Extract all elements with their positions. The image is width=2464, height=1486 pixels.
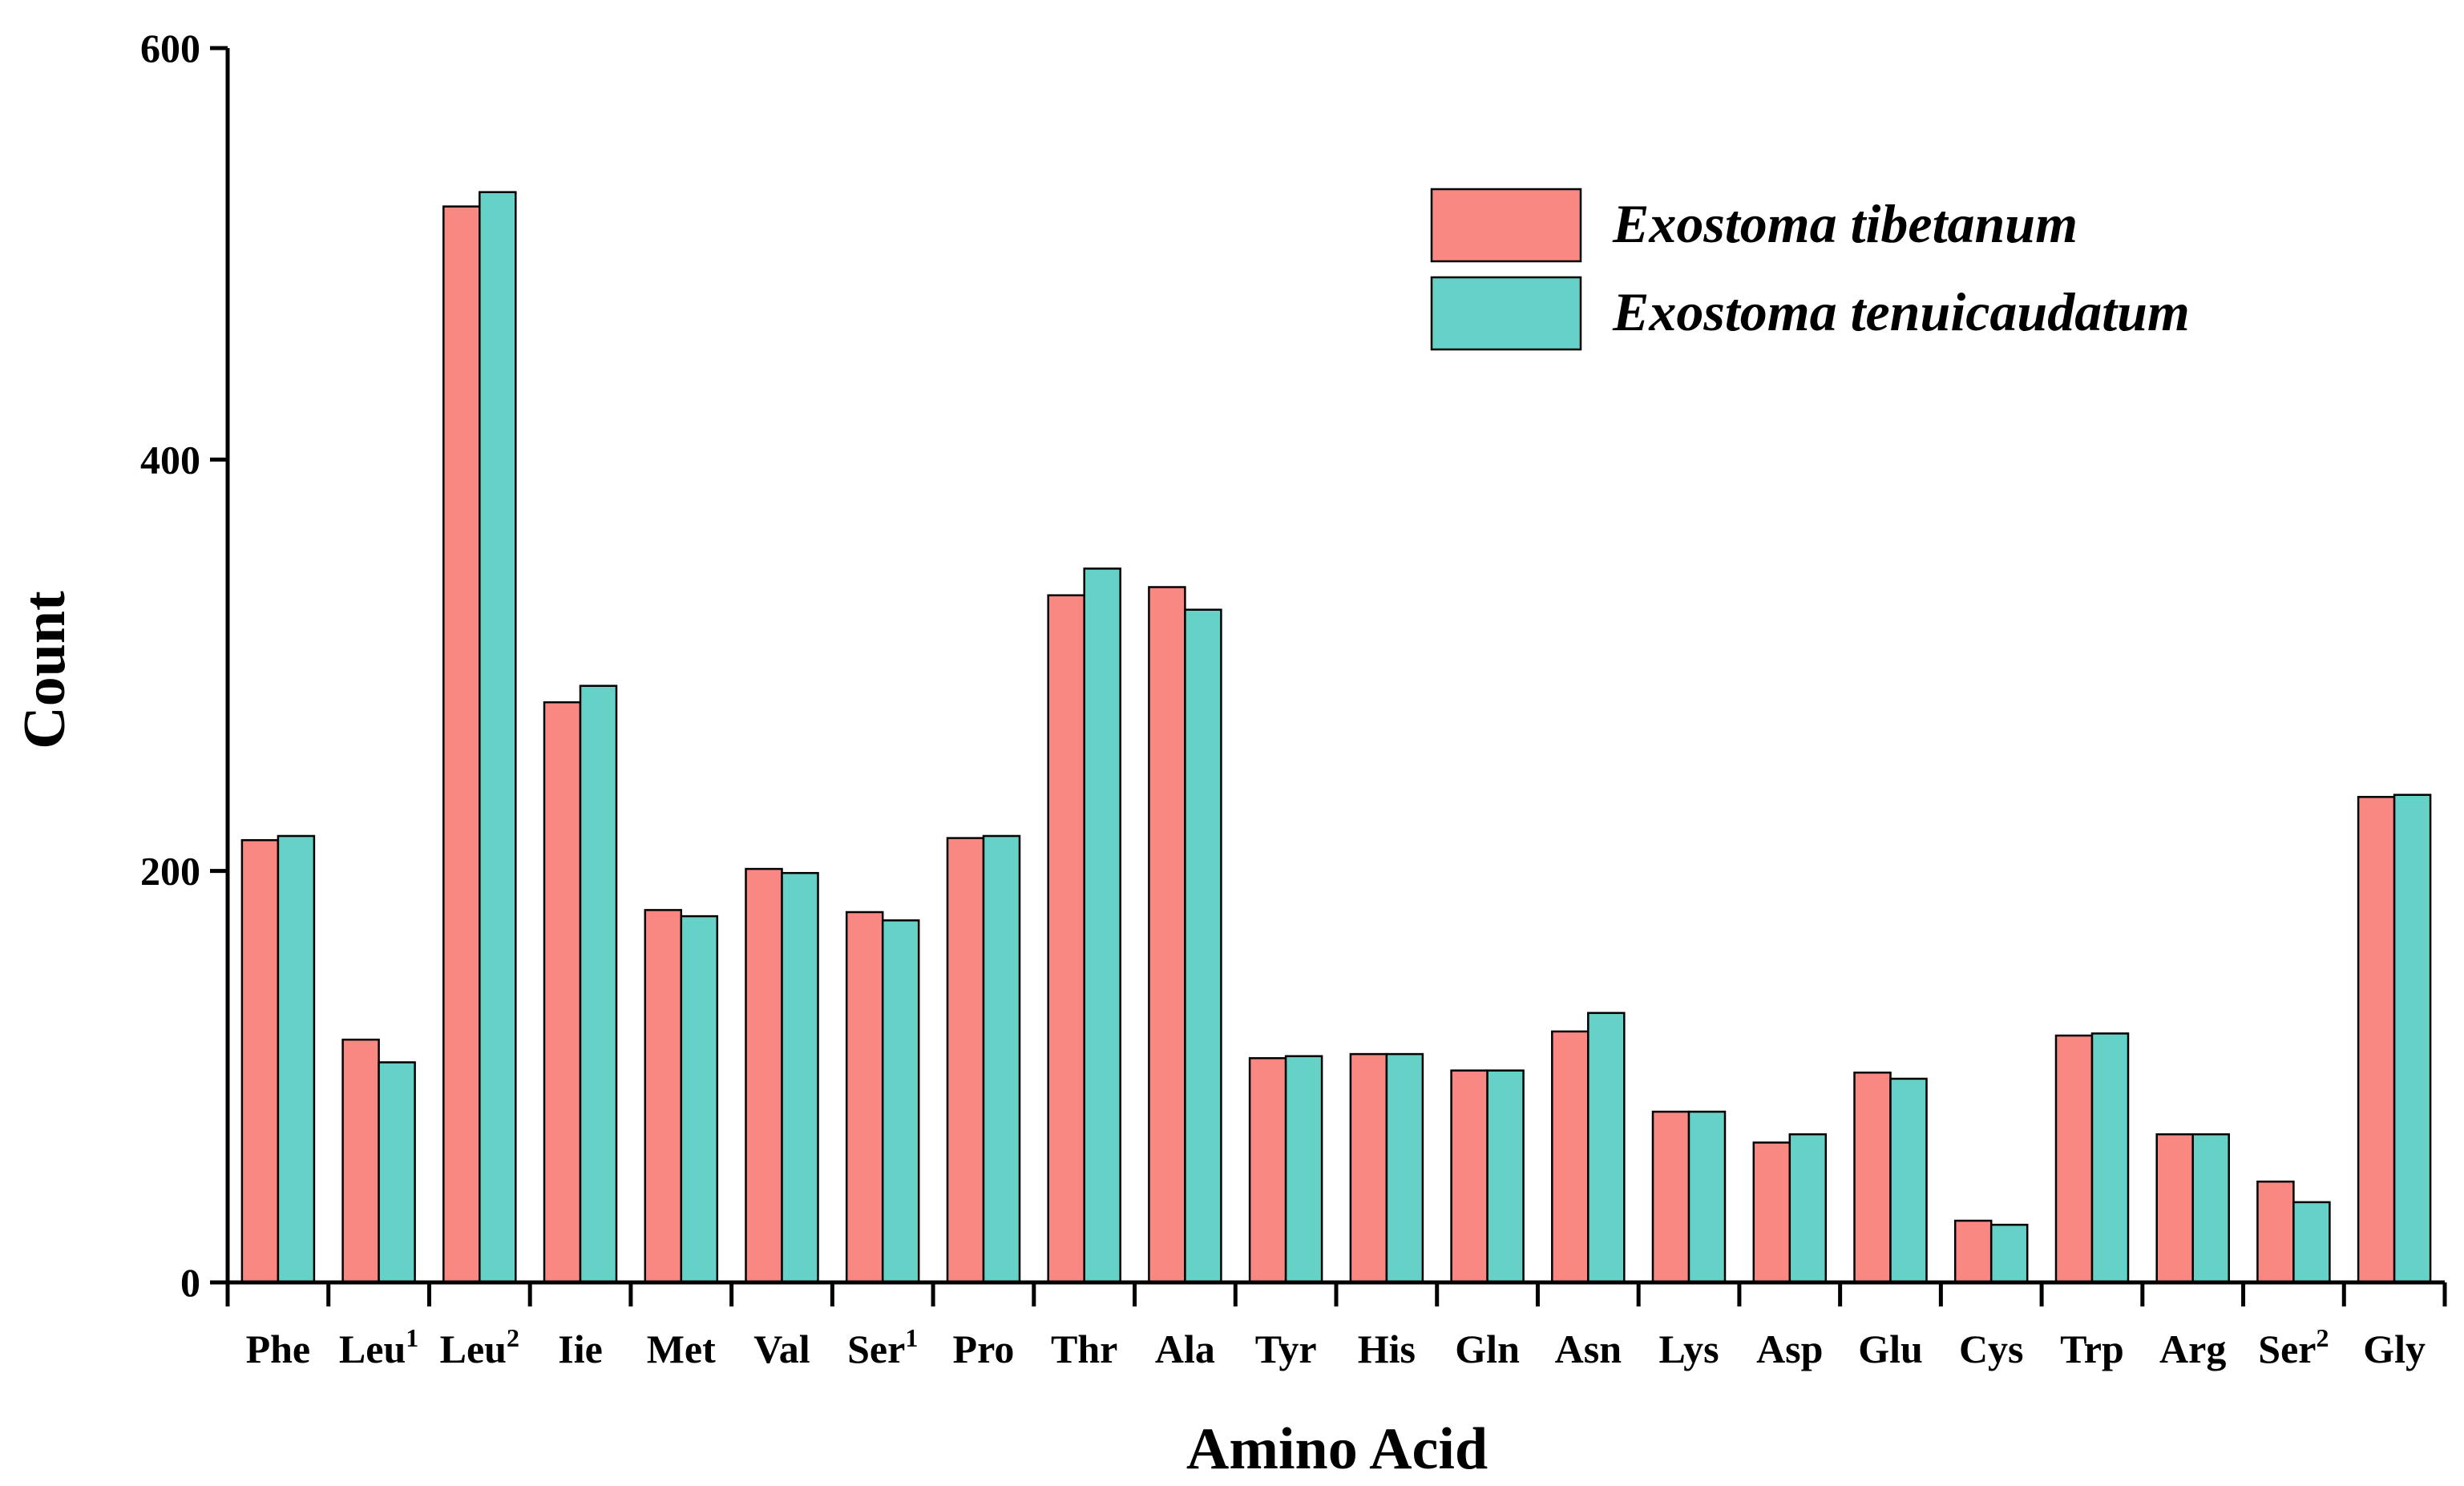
x-tick-label: Iie — [558, 1326, 603, 1371]
x-tick-label: Asp — [1756, 1326, 1823, 1371]
bars-group — [240, 191, 2432, 1284]
bar-tibetanum-11 — [1349, 1052, 1388, 1284]
bar-tibetanum-15 — [1752, 1141, 1791, 1284]
bar-tenuicaudatum-20 — [2292, 1201, 2331, 1284]
bar-tibetanum-16 — [1853, 1071, 1892, 1284]
bar-tenuicaudatum-3 — [579, 684, 618, 1284]
x-tick-label: Trp — [2060, 1326, 2124, 1371]
bar-tenuicaudatum-9 — [1184, 608, 1222, 1284]
bar-tibetanum-0 — [240, 838, 280, 1284]
bar-tibetanum-6 — [845, 911, 884, 1284]
y-axis-title: Count — [12, 591, 78, 749]
bar-tenuicaudatum-16 — [1889, 1077, 1928, 1284]
bar-tenuicaudatum-4 — [680, 915, 719, 1284]
bar-tenuicaudatum-14 — [1687, 1110, 1727, 1284]
axes-group — [210, 46, 2447, 1306]
bar-tenuicaudatum-2 — [479, 191, 517, 1284]
legend-swatch-tibetanum — [1430, 188, 1582, 263]
bar-tibetanum-7 — [946, 837, 985, 1284]
bar-tenuicaudatum-17 — [1989, 1223, 2029, 1284]
legend-swatch-tenuicaudatum — [1430, 276, 1582, 351]
x-tick-label: Ser2 — [2258, 1323, 2329, 1371]
bar-tibetanum-9 — [1148, 586, 1186, 1284]
bar-tenuicaudatum-7 — [982, 834, 1021, 1284]
bar-tenuicaudatum-8 — [1083, 567, 1121, 1284]
y-tick-label: 400 — [140, 437, 200, 482]
bar-tibetanum-1 — [341, 1038, 380, 1284]
x-tick-label: Phe — [246, 1326, 311, 1371]
x-tick-label: Leu2 — [440, 1323, 519, 1371]
bar-tibetanum-14 — [1651, 1110, 1690, 1284]
x-tick-label: Gly — [2363, 1326, 2426, 1371]
x-tick-label: Leu1 — [339, 1323, 418, 1371]
x-tick-label: Gln — [1455, 1326, 1520, 1371]
bar-tibetanum-17 — [1953, 1219, 1993, 1284]
bar-tibetanum-21 — [2357, 796, 2396, 1284]
bar-tenuicaudatum-19 — [2191, 1133, 2230, 1284]
y-tick-label: 0 — [180, 1260, 200, 1305]
bar-tibetanum-8 — [1047, 594, 1085, 1284]
bar-tibetanum-3 — [543, 701, 582, 1284]
bar-tibetanum-5 — [745, 867, 783, 1284]
legend-label-tibetanum: Exostoma tibetanum — [1612, 193, 2078, 254]
x-tick-label: Met — [647, 1326, 716, 1371]
bar-tenuicaudatum-21 — [2393, 793, 2432, 1284]
bar-tenuicaudatum-5 — [781, 871, 819, 1284]
x-tick-label: Ala — [1155, 1326, 1215, 1371]
legend: Exostoma tibetanum Exostoma tenuicaudatum — [1430, 188, 2190, 351]
bar-tenuicaudatum-1 — [378, 1061, 416, 1284]
bar-tenuicaudatum-15 — [1788, 1133, 1828, 1284]
y-tick-label: 600 — [140, 26, 200, 71]
bar-tibetanum-18 — [2054, 1034, 2094, 1284]
bar-tenuicaudatum-0 — [277, 834, 316, 1284]
bar-tibetanum-12 — [1450, 1069, 1488, 1284]
legend-label-tenuicaudatum: Exostoma tenuicaudatum — [1612, 281, 2190, 342]
bar-tibetanum-2 — [442, 205, 481, 1284]
x-tick-label: Pro — [953, 1326, 1015, 1371]
x-tick-label: Val — [753, 1326, 810, 1371]
x-tick-label: Cys — [1959, 1326, 2024, 1371]
bar-tibetanum-20 — [2256, 1180, 2295, 1284]
bar-tibetanum-10 — [1248, 1056, 1287, 1284]
x-tick-label: Ser1 — [847, 1323, 918, 1371]
bar-tenuicaudatum-10 — [1284, 1055, 1323, 1284]
x-tick-label: Arg — [2159, 1326, 2226, 1371]
bar-tenuicaudatum-6 — [881, 919, 920, 1284]
bar-tenuicaudatum-12 — [1486, 1069, 1525, 1284]
labels-group: 0 200 400 600 Phe Leu1 Leu2 Iie Met Val Ser1 Pro Thr… — [140, 26, 2426, 1371]
x-tick-label: Asn — [1555, 1326, 1622, 1371]
x-tick-label: Glu — [1858, 1326, 1923, 1371]
x-tick-label: Tyr — [1255, 1326, 1317, 1371]
bar-tibetanum-19 — [2155, 1133, 2194, 1284]
bar-tenuicaudatum-18 — [2090, 1032, 2130, 1284]
x-axis-title: Amino Acid — [1186, 1416, 1488, 1482]
bar-tibetanum-4 — [644, 909, 683, 1284]
x-tick-label: His — [1358, 1326, 1416, 1371]
x-tick-label: Thr — [1051, 1326, 1117, 1371]
bar-tenuicaudatum-13 — [1587, 1012, 1626, 1284]
x-tick-label: Lys — [1659, 1326, 1719, 1371]
bar-tibetanum-13 — [1551, 1030, 1589, 1284]
bar-tenuicaudatum-11 — [1385, 1052, 1424, 1284]
y-tick-label: 200 — [140, 849, 200, 894]
